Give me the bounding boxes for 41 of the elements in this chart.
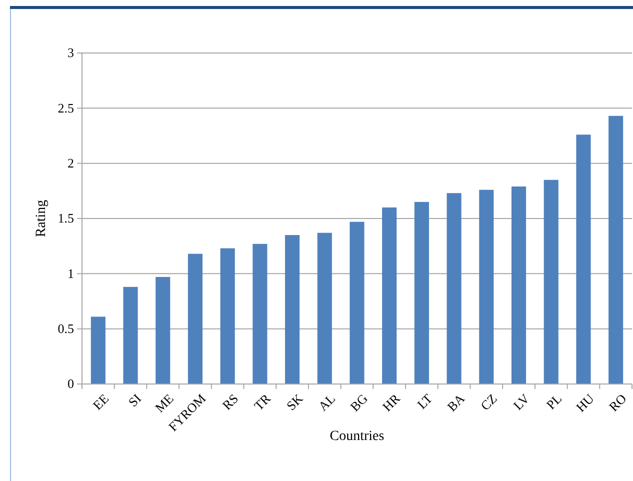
bar — [414, 202, 429, 384]
x-tick-label: TR — [251, 390, 274, 414]
x-tick-label: LV — [510, 390, 533, 413]
y-tick-label: 2.5 — [58, 100, 74, 116]
bar — [285, 235, 300, 384]
bar — [511, 186, 526, 384]
y-tick-label: 0.5 — [58, 320, 74, 336]
y-tick-label: 3 — [68, 45, 74, 60]
x-tick-label: CZ — [478, 390, 500, 414]
bar — [123, 286, 138, 384]
x-tick-label: BA — [444, 390, 468, 414]
x-tick-label: RS — [219, 390, 242, 413]
x-tick-label: BG — [347, 390, 370, 414]
bar — [479, 190, 494, 384]
x-tick-label: SK — [283, 390, 306, 414]
bar — [317, 232, 332, 384]
bar — [220, 248, 235, 384]
bar — [446, 193, 462, 384]
y-axis-title: Rating — [34, 200, 49, 238]
bar — [156, 276, 170, 384]
y-tick-label: 2 — [68, 155, 74, 170]
x-axis-title: Countries — [330, 429, 384, 444]
x-tick-label: PL — [543, 390, 565, 412]
x-tick-label: HR — [379, 390, 404, 414]
y-tick-label: 1 — [68, 266, 74, 281]
bar — [382, 207, 397, 384]
bar — [544, 180, 558, 384]
bar — [608, 116, 624, 384]
x-tick-label: RO — [606, 390, 630, 414]
x-tick-label: EE — [90, 390, 112, 413]
bar — [90, 316, 106, 384]
bar — [188, 254, 203, 384]
bar — [576, 134, 591, 384]
x-tick-label: LT — [414, 390, 436, 412]
y-tick-label: 0 — [68, 376, 74, 392]
bar — [252, 244, 268, 384]
bar — [350, 222, 364, 384]
x-tick-label: AL — [315, 390, 338, 414]
y-tick-label: 1.5 — [58, 210, 74, 226]
x-tick-label: HU — [573, 390, 598, 415]
x-tick-label: SI — [125, 390, 144, 410]
